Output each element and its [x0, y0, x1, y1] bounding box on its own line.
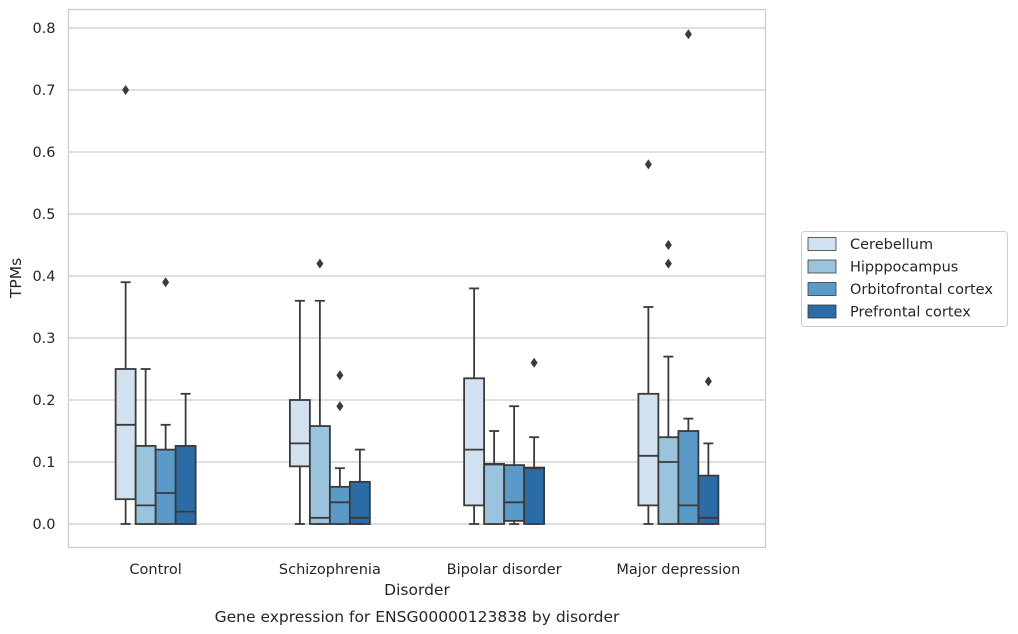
outlier-marker [704, 376, 712, 387]
legend-frame [801, 231, 1008, 327]
y-tick-label: 0.4 [32, 269, 55, 285]
y-tick-label: 0.0 [32, 517, 55, 533]
box-hipppocampus [657, 240, 680, 525]
outlier-marker [684, 29, 692, 40]
box-cerebellum [288, 299, 311, 525]
box-body [308, 425, 331, 525]
box-body [483, 462, 506, 525]
plot-area [114, 29, 720, 525]
legend-swatch [807, 282, 837, 296]
outlier-marker [336, 370, 344, 381]
box-prefrontal-cortex [174, 392, 197, 525]
box-body [134, 444, 157, 525]
plot-frame [67, 8, 767, 549]
box-prefrontal-cortex [523, 357, 546, 525]
outlier-marker [644, 159, 652, 170]
chart-caption: Gene expression for ENSG00000123838 by d… [215, 608, 620, 626]
box-orbitofrontal-cortex [677, 29, 700, 525]
box-body [697, 474, 720, 525]
y-tick-label: 0.5 [32, 207, 55, 223]
outlier-marker [664, 258, 672, 269]
x-tick-label: Major depression [616, 562, 740, 578]
y-tick-label: 0.3 [32, 331, 55, 347]
outlier-marker [162, 277, 170, 288]
x-axis-ticks: Control Schizophrenia Bipolar disorder Majo… [129, 562, 740, 578]
x-tick-label: Bipolar disorder [447, 562, 562, 578]
x-axis-label: Disorder [384, 581, 450, 599]
legend: Cerebellum Hipppocampus Orbitofrontal cort… [801, 231, 1008, 327]
outlier-marker [530, 357, 538, 368]
legend-swatch [807, 259, 837, 274]
y-tick-label: 0.1 [32, 455, 55, 471]
box-body [154, 448, 177, 525]
box-hipppocampus [308, 258, 331, 525]
legend-label: Orbitofrontal cortex [850, 282, 993, 298]
box-prefrontal-cortex [348, 448, 371, 525]
box-hipppocampus [483, 430, 506, 525]
x-tick-label: Schizophrenia [279, 562, 381, 578]
x-tick-label: Control [129, 562, 181, 578]
y-tick-label: 0.8 [32, 21, 55, 37]
box-body [657, 436, 680, 525]
box-hipppocampus [134, 368, 157, 525]
legend-swatch [807, 237, 837, 251]
box-body [174, 444, 197, 525]
box-body [114, 368, 137, 501]
box-cerebellum [114, 85, 137, 525]
legend-swatch [807, 304, 837, 319]
outlier-marker [316, 258, 324, 269]
box-body [503, 464, 526, 522]
y-tick-label: 0.6 [32, 145, 55, 161]
box-body [348, 480, 371, 525]
box-body [463, 377, 486, 507]
y-tick-label: 0.7 [32, 83, 55, 99]
legend-label: Cerebellum [850, 237, 933, 253]
box-body [328, 485, 351, 525]
box-body [288, 399, 311, 468]
box-body [677, 430, 700, 525]
box-orbitofrontal-cortex [328, 370, 351, 525]
box-orbitofrontal-cortex [154, 277, 177, 525]
outlier-marker [122, 85, 130, 95]
box-cerebellum [463, 287, 486, 525]
y-tick-label: 0.2 [32, 393, 55, 409]
box-orbitofrontal-cortex [503, 405, 526, 525]
outlier-marker [664, 240, 672, 250]
box-body [637, 392, 660, 507]
legend-label: Prefrontal cortex [850, 305, 971, 321]
box-prefrontal-cortex [697, 376, 720, 525]
legend-label: Hipppocampus [850, 260, 958, 276]
outlier-marker [336, 401, 344, 412]
box-body [523, 466, 546, 525]
y-axis-label: TPMs [7, 258, 25, 299]
y-axis-ticks: 0.0 0.1 0.2 0.3 0.4 0.5 0.6 0.7 0.8 [32, 21, 55, 533]
